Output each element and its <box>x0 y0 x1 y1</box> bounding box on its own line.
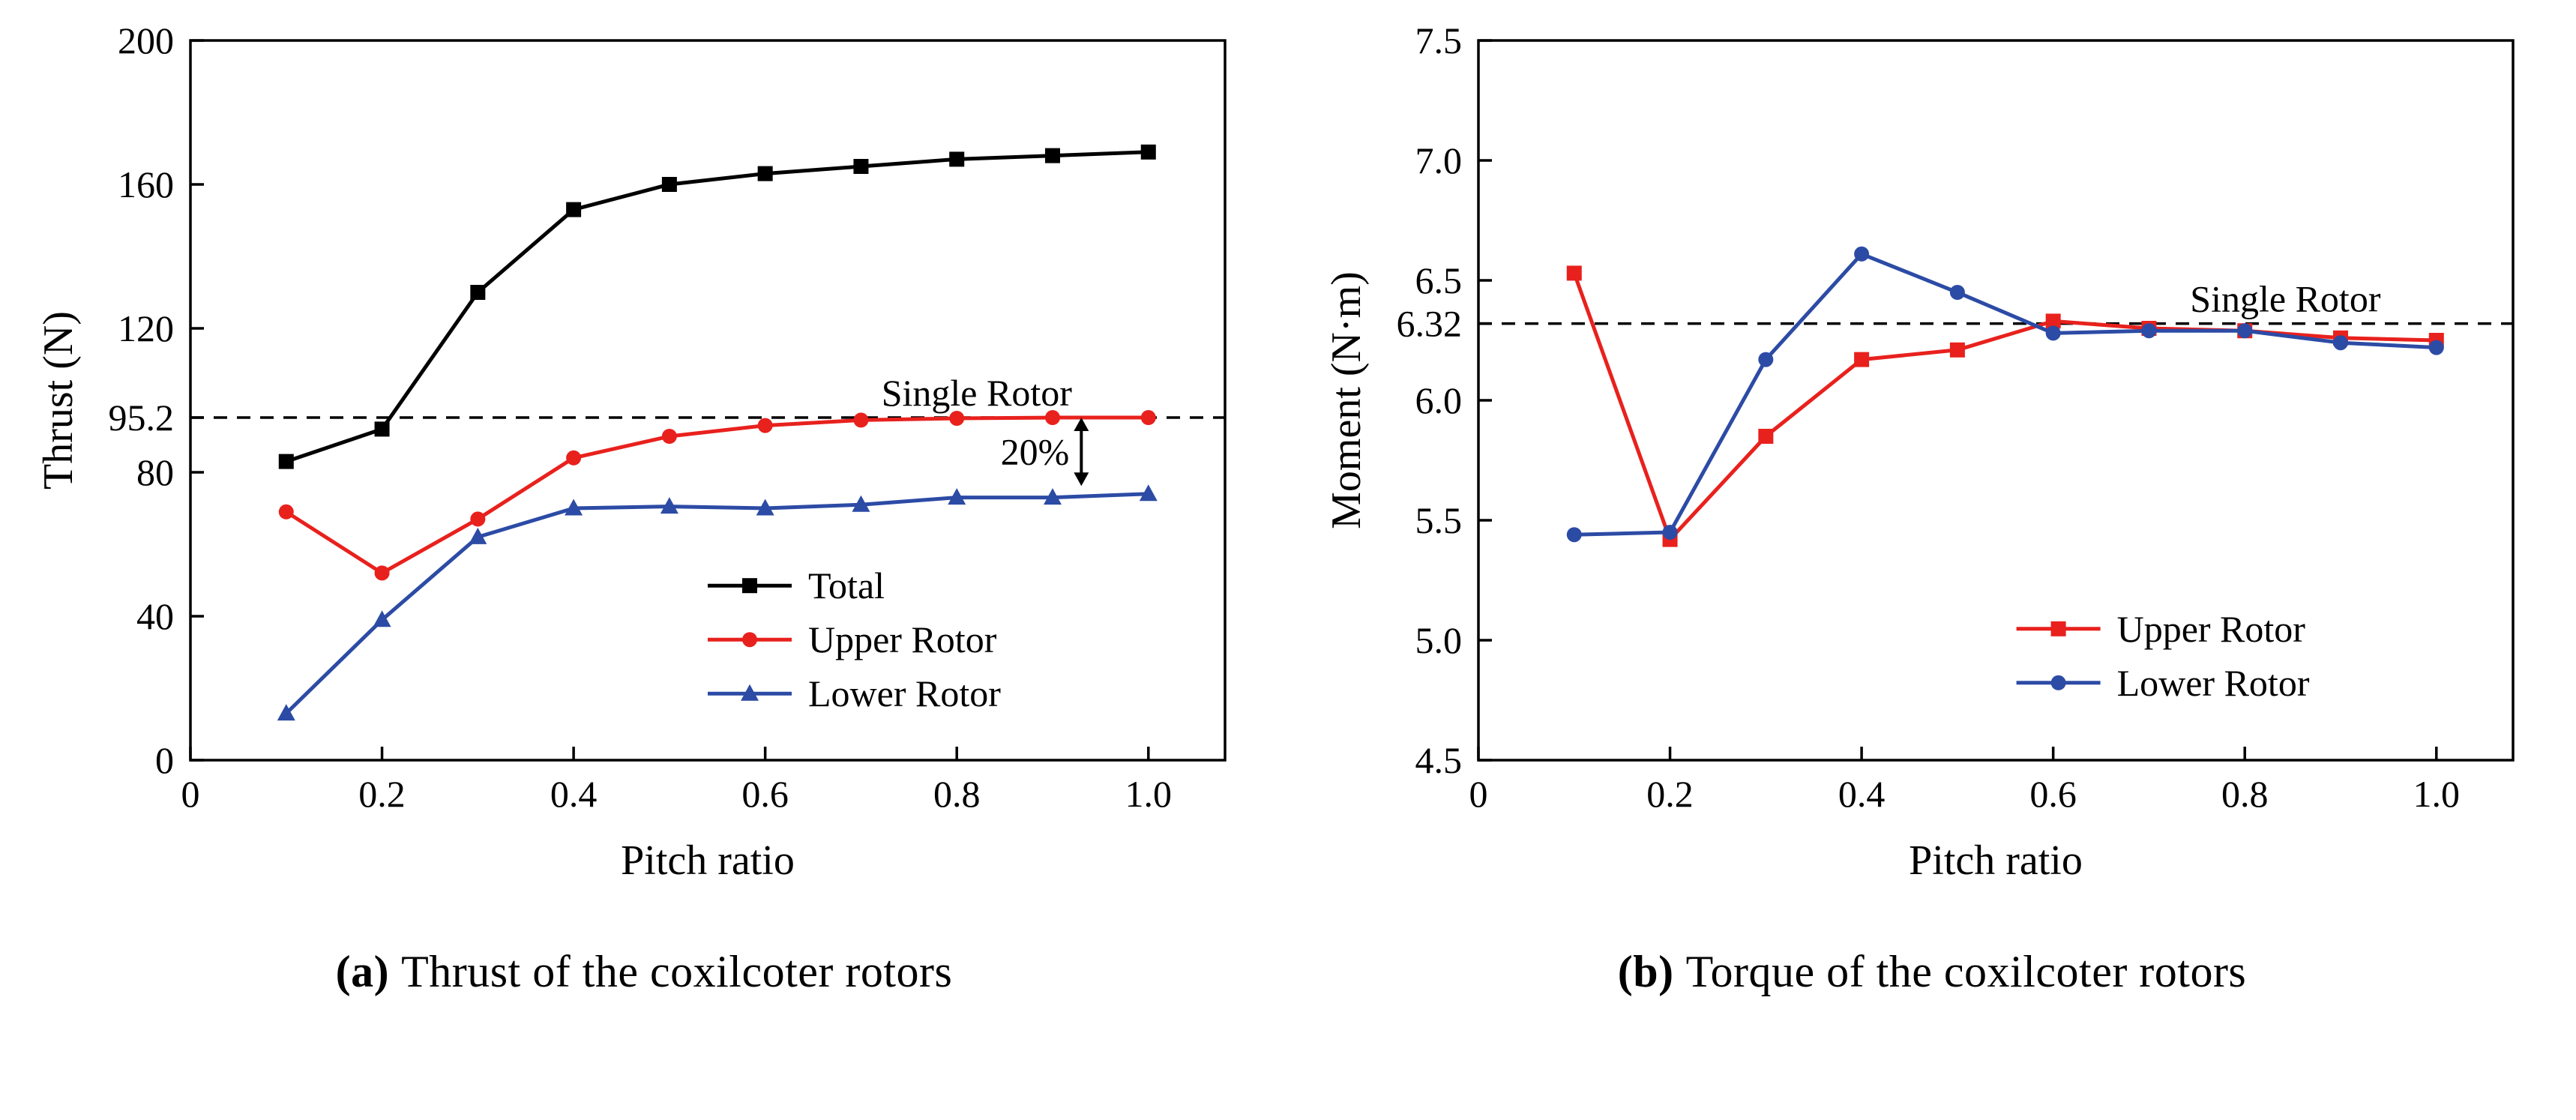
thrust-caption-text: Thrust of the coxilcoter rotors <box>401 947 953 996</box>
svg-text:Lower Rotor: Lower Rotor <box>2117 662 2310 704</box>
svg-text:0.8: 0.8 <box>2221 773 2269 815</box>
svg-text:0: 0 <box>1469 773 1488 815</box>
legend: Upper Rotor Lower Rotor <box>2016 608 2310 704</box>
svg-text:40: 40 <box>136 595 174 637</box>
svg-text:7.0: 7.0 <box>1415 139 1463 181</box>
svg-text:0.8: 0.8 <box>933 773 981 815</box>
series-lower-rotor <box>277 484 1158 721</box>
svg-text:0: 0 <box>181 773 200 815</box>
svg-text:160: 160 <box>118 163 174 205</box>
svg-text:0: 0 <box>155 739 174 781</box>
svg-text:80: 80 <box>136 451 174 493</box>
y-axis: 4.5 5.0 5.5 6.0 6.326.5 7.0 7.5 Moment (N·m) <box>1323 19 1492 781</box>
svg-text:Pitch ratio: Pitch ratio <box>621 837 795 884</box>
thrust-chart: 0 0.2 0.4 0.6 0.8 1.0 Pitch ratio 0 40 80 95.2 120 1… <box>35 19 1227 884</box>
svg-text:Pitch ratio: Pitch ratio <box>1909 837 2083 884</box>
plot-frame <box>1477 39 2515 762</box>
svg-text:0.2: 0.2 <box>1646 773 1694 815</box>
thrust-caption: (a) Thrust of the coxilcoter rotors <box>336 946 953 998</box>
svg-text:Lower Rotor: Lower Rotor <box>808 672 1001 714</box>
svg-text:0.4: 0.4 <box>1838 773 1886 815</box>
reference-line: Single Rotor <box>190 372 1225 419</box>
x-axis: 0 0.2 0.4 0.6 0.8 1.0 Pitch ratio <box>1469 747 2461 884</box>
svg-text:6.0: 6.0 <box>1415 379 1463 421</box>
svg-text:0.4: 0.4 <box>550 773 598 815</box>
x-axis: 0 0.2 0.4 0.6 0.8 1.0 Pitch ratio <box>181 747 1173 884</box>
svg-text:4.5: 4.5 <box>1415 739 1463 781</box>
plot-frame <box>189 39 1227 762</box>
svg-text:Thrust (N): Thrust (N) <box>35 311 82 490</box>
svg-text:1.0: 1.0 <box>2413 773 2461 815</box>
svg-text:Single Rotor: Single Rotor <box>2190 278 2381 320</box>
torque-caption-label: (b) <box>1617 947 1674 996</box>
reference-line: Single Rotor <box>1478 278 2513 325</box>
svg-text:7.5: 7.5 <box>1415 19 1463 61</box>
series-lower-rotor <box>1566 246 2444 543</box>
svg-text:5.5: 5.5 <box>1415 499 1463 541</box>
torque-caption: (b) Torque of the coxilcoter rotors <box>1618 946 2247 998</box>
svg-text:20%: 20% <box>1001 431 1070 473</box>
y-axis: 0 40 80 95.2 120 160 200 Thrust (N) <box>35 19 204 781</box>
svg-text:120: 120 <box>118 307 174 349</box>
svg-text:6.32: 6.32 <box>1397 303 1463 345</box>
torque-chart-figure: 0 0.2 0.4 0.6 0.8 1.0 Pitch ratio 4.5 5.0 5.5 6.0 6… <box>1288 10 2576 998</box>
svg-text:Upper Rotor: Upper Rotor <box>2117 608 2306 650</box>
svg-text:200: 200 <box>118 19 174 61</box>
svg-text:0.2: 0.2 <box>358 773 406 815</box>
svg-text:5.0: 5.0 <box>1415 619 1463 661</box>
series-upper-rotor <box>278 410 1156 581</box>
svg-text:6.5: 6.5 <box>1415 259 1463 301</box>
svg-text:Moment (N·m): Moment (N·m) <box>1323 271 1370 529</box>
series-total <box>278 144 1156 469</box>
torque-caption-text: Torque of the coxilcoter rotors <box>1685 947 2247 996</box>
thrust-caption-label: (a) <box>335 947 390 996</box>
svg-text:Upper Rotor: Upper Rotor <box>808 618 997 660</box>
thrust-chart-figure: 0 0.2 0.4 0.6 0.8 1.0 Pitch ratio 0 40 80 95.2 120 1… <box>0 10 1288 998</box>
svg-text:95.2: 95.2 <box>109 397 175 439</box>
svg-text:0.6: 0.6 <box>741 773 789 815</box>
legend: Total Upper Rotor Lower Rotor <box>708 564 1001 714</box>
svg-text:Single Rotor: Single Rotor <box>882 372 1073 414</box>
torque-chart: 0 0.2 0.4 0.6 0.8 1.0 Pitch ratio 4.5 5.0 5.5 6.0 6… <box>1323 19 2515 884</box>
svg-text:1.0: 1.0 <box>1125 773 1173 815</box>
svg-text:Total: Total <box>808 564 885 606</box>
annotation-20-: 20% <box>1001 418 1089 487</box>
svg-text:0.6: 0.6 <box>2029 773 2077 815</box>
